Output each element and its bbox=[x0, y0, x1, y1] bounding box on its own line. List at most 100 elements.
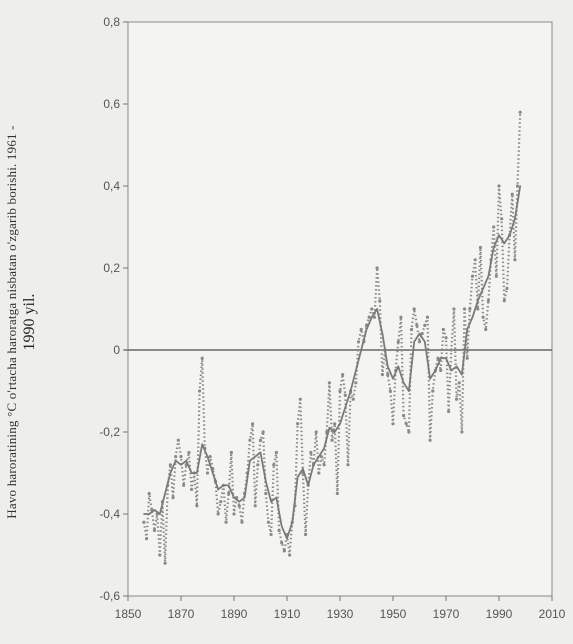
data-point-annual bbox=[319, 455, 324, 459]
data-point-annual bbox=[158, 553, 162, 557]
x-tick-label: 1930 bbox=[327, 607, 354, 621]
data-point-smoothed bbox=[424, 341, 426, 343]
data-point-annual bbox=[277, 528, 281, 533]
data-point-annual bbox=[473, 258, 477, 262]
data-point-annual bbox=[518, 110, 522, 114]
data-point-annual bbox=[452, 307, 456, 311]
data-point-smoothed bbox=[174, 459, 177, 462]
data-point-annual bbox=[367, 315, 371, 319]
data-point-smoothed bbox=[360, 349, 363, 351]
x-tick-label: 1870 bbox=[168, 607, 195, 621]
data-point-annual bbox=[372, 315, 377, 319]
data-point-annual bbox=[359, 327, 363, 332]
data-point-annual bbox=[200, 356, 204, 360]
data-point-smoothed bbox=[503, 242, 506, 245]
data-point-smoothed bbox=[429, 377, 431, 380]
data-point-smoothed bbox=[397, 365, 400, 368]
data-point-annual bbox=[404, 422, 408, 426]
x-tick-label: 1910 bbox=[274, 607, 301, 621]
data-point-annual bbox=[327, 381, 331, 385]
data-point-smoothed bbox=[286, 537, 288, 540]
data-point-smoothed bbox=[291, 521, 294, 523]
data-point-annual bbox=[462, 307, 467, 311]
data-point-smoothed bbox=[201, 443, 203, 446]
data-point-annual bbox=[378, 299, 382, 303]
data-point-annual bbox=[354, 381, 358, 385]
data-point-annual bbox=[494, 274, 498, 278]
data-point-annual bbox=[232, 512, 236, 516]
data-point-annual bbox=[182, 483, 186, 487]
data-point-annual bbox=[439, 368, 443, 373]
data-point-annual bbox=[391, 422, 395, 426]
data-point-smoothed bbox=[339, 423, 341, 425]
x-tick-label: 1890 bbox=[221, 607, 248, 621]
data-point-annual bbox=[190, 487, 194, 491]
data-point-annual bbox=[431, 389, 435, 393]
data-point-annual bbox=[296, 422, 300, 426]
data-point-annual bbox=[370, 307, 374, 311]
data-point-smoothed bbox=[270, 500, 272, 503]
data-point-annual bbox=[256, 463, 260, 467]
data-point-smoothed bbox=[514, 218, 516, 220]
x-tick-label: 1990 bbox=[486, 607, 513, 621]
data-point-annual bbox=[171, 496, 175, 500]
data-point-smoothed bbox=[328, 427, 331, 429]
data-point-annual bbox=[380, 373, 384, 377]
data-point-annual bbox=[269, 532, 273, 537]
data-point-annual bbox=[197, 389, 202, 393]
data-point-annual bbox=[142, 520, 146, 524]
data-point-smoothed bbox=[344, 406, 347, 409]
data-point-smoothed bbox=[318, 455, 320, 458]
data-point-annual bbox=[330, 438, 334, 442]
data-point-annual bbox=[208, 455, 212, 459]
data-point-annual bbox=[417, 340, 422, 344]
data-point-smoothed bbox=[243, 496, 246, 499]
data-point-annual bbox=[264, 491, 268, 496]
data-point-annual bbox=[386, 373, 390, 377]
data-point-annual bbox=[248, 438, 252, 442]
data-point-smoothed bbox=[206, 455, 209, 458]
data-point-smoothed bbox=[307, 484, 310, 487]
data-point-annual bbox=[258, 438, 263, 442]
data-point-smoothed bbox=[249, 459, 251, 462]
data-point-smoothed bbox=[169, 472, 172, 474]
data-point-smoothed bbox=[402, 382, 405, 384]
data-point-annual bbox=[500, 217, 504, 221]
data-point-smoothed bbox=[487, 275, 490, 278]
data-point-annual bbox=[356, 340, 361, 344]
y-tick-label: 0,8 bbox=[103, 15, 120, 29]
data-point-annual bbox=[219, 500, 223, 504]
data-point-annual bbox=[457, 381, 461, 385]
data-point-annual bbox=[309, 450, 313, 455]
data-point-annual bbox=[396, 340, 400, 344]
data-point-annual bbox=[407, 430, 411, 434]
data-point-annual bbox=[253, 504, 257, 508]
series-line-smoothed bbox=[143, 185, 522, 540]
data-point-annual bbox=[484, 327, 488, 332]
data-point-smoothed bbox=[159, 513, 161, 515]
data-point-annual bbox=[147, 491, 151, 496]
data-point-smoothed bbox=[355, 369, 357, 372]
data-point-annual bbox=[468, 307, 472, 311]
data-point-smoothed bbox=[259, 451, 262, 454]
data-point-annual bbox=[505, 286, 509, 291]
data-point-annual bbox=[282, 549, 286, 553]
data-point-annual bbox=[346, 463, 350, 467]
data-point-smoothed bbox=[477, 300, 479, 302]
data-point-smoothed bbox=[164, 492, 166, 495]
data-point-annual bbox=[351, 397, 355, 401]
y-tick-label: 0,2 bbox=[103, 261, 120, 275]
data-point-annual bbox=[314, 430, 318, 434]
data-point-smoothed bbox=[381, 332, 384, 335]
data-point-smoothed bbox=[185, 459, 188, 462]
data-point-annual bbox=[179, 455, 183, 459]
y-tick-label: -0,6 bbox=[99, 589, 120, 603]
data-point-annual bbox=[425, 315, 430, 319]
data-point-smoothed bbox=[254, 455, 256, 458]
data-point-annual bbox=[261, 430, 265, 434]
data-point-annual bbox=[250, 422, 255, 426]
data-point-annual bbox=[455, 397, 459, 401]
data-point-annual bbox=[399, 315, 403, 319]
